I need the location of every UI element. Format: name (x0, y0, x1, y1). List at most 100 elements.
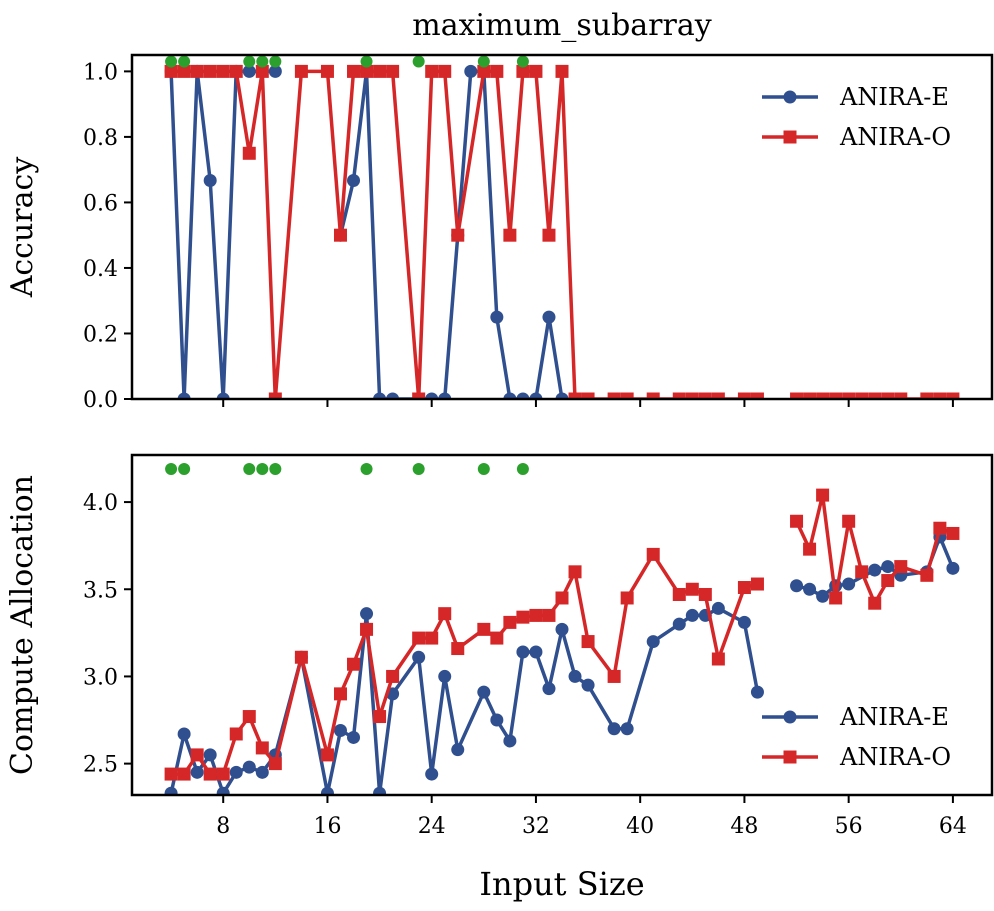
point-ANIRA-O (646, 392, 660, 399)
x-tick-label: 8 (216, 814, 230, 839)
point-ANIRA-O (242, 710, 256, 724)
point-ANIRA-O (268, 392, 282, 399)
highlight-dot (477, 55, 490, 68)
point-ANIRA-E (646, 635, 660, 649)
point-ANIRA-O (711, 392, 725, 399)
highlight-dot (360, 462, 373, 475)
point-ANIRA-O (803, 392, 817, 399)
point-ANIRA-E (438, 392, 452, 399)
point-ANIRA-E (529, 645, 543, 659)
point-ANIRA-E (438, 669, 452, 683)
point-ANIRA-O (881, 574, 895, 588)
y-tick-label: 1.0 (83, 60, 118, 85)
series-line-ANIRA-O (171, 69, 953, 399)
point-ANIRA-O (672, 392, 686, 399)
point-ANIRA-O (607, 392, 621, 399)
point-ANIRA-E (620, 722, 634, 736)
point-ANIRA-E (451, 743, 465, 757)
point-ANIRA-O (360, 622, 374, 636)
x-tick-label: 64 (939, 814, 967, 839)
point-ANIRA-E (216, 786, 230, 795)
point-ANIRA-O (177, 64, 191, 78)
legend-label: ANIRA-O (839, 743, 951, 771)
point-ANIRA-E (477, 685, 491, 699)
x-tick-label: 24 (418, 814, 446, 839)
chart-title: maximum_subarray (412, 8, 711, 43)
series-line-ANIRA-E (169, 535, 955, 795)
point-ANIRA-O (737, 581, 751, 595)
point-ANIRA-O (842, 514, 856, 528)
y-tick-label: 0.4 (83, 257, 118, 282)
highlight-dot (243, 462, 256, 475)
point-ANIRA-E (255, 765, 269, 779)
point-ANIRA-E (177, 727, 191, 741)
point-ANIRA-E (946, 561, 960, 575)
point-ANIRA-E (790, 579, 804, 593)
point-ANIRA-E (164, 786, 178, 795)
y-tick-label: 0.0 (83, 388, 118, 413)
point-ANIRA-E (373, 392, 387, 399)
point-ANIRA-O (412, 631, 426, 645)
point-ANIRA-O (933, 521, 947, 535)
point-ANIRA-O (646, 547, 660, 561)
x-tick-label: 48 (730, 814, 758, 839)
point-ANIRA-O (242, 146, 256, 160)
legend-marker-ANIRA-E (783, 710, 797, 724)
point-ANIRA-O (790, 514, 804, 528)
series-line-ANIRA-E (169, 69, 564, 399)
point-ANIRA-O (164, 767, 178, 781)
point-ANIRA-O (516, 64, 530, 78)
point-ANIRA-E (750, 685, 764, 699)
point-ANIRA-E (555, 622, 569, 636)
point-ANIRA-O (790, 392, 804, 399)
point-ANIRA-O (490, 631, 504, 645)
point-ANIRA-O (347, 657, 361, 671)
point-ANIRA-O (542, 228, 556, 242)
point-ANIRA-E (360, 607, 374, 621)
point-ANIRA-E (425, 392, 439, 399)
point-ANIRA-O (386, 669, 400, 683)
highlight-dot (178, 462, 191, 475)
point-ANIRA-O (229, 727, 243, 741)
point-ANIRA-O (868, 392, 882, 399)
chart-panels: 0.0 0.2 0.4 0.6 0.8 1.0 Accuracy ANIRA-E ANIRA-O… (5, 53, 994, 839)
point-ANIRA-E (333, 723, 347, 737)
plot-area (164, 462, 960, 795)
point-ANIRA-E (881, 560, 895, 574)
point-ANIRA-O (190, 64, 204, 78)
point-ANIRA-O (333, 228, 347, 242)
point-ANIRA-E (203, 748, 217, 762)
highlight-dot (412, 462, 425, 475)
point-ANIRA-O (581, 392, 595, 399)
point-ANIRA-O (750, 392, 764, 399)
point-ANIRA-O (803, 542, 817, 556)
legend-marker-ANIRA-O (783, 130, 797, 144)
point-ANIRA-E (803, 582, 817, 596)
point-ANIRA-O (438, 64, 452, 78)
point-ANIRA-E (685, 608, 699, 622)
point-ANIRA-O (620, 591, 634, 605)
highlight-dot (269, 462, 282, 475)
point-ANIRA-O (881, 392, 895, 399)
y-tick-label: 3.5 (83, 578, 118, 603)
point-ANIRA-E (412, 650, 426, 664)
point-ANIRA-O (698, 587, 712, 601)
point-ANIRA-E (347, 173, 361, 187)
point-ANIRA-O (203, 767, 217, 781)
point-ANIRA-O (477, 64, 491, 78)
point-ANIRA-E (672, 617, 686, 631)
point-ANIRA-E (373, 786, 387, 795)
point-ANIRA-E (842, 577, 856, 591)
point-ANIRA-O (829, 591, 843, 605)
x-tick-label: 32 (522, 814, 550, 839)
point-ANIRA-O (255, 741, 269, 755)
point-ANIRA-E (555, 392, 569, 399)
highlight-dot (516, 55, 529, 68)
point-ANIRA-E (242, 760, 256, 774)
legend-marker-ANIRA-O (783, 750, 797, 764)
point-ANIRA-E (464, 64, 478, 78)
point-ANIRA-E (177, 392, 191, 399)
point-ANIRA-O (894, 560, 908, 574)
point-ANIRA-O (255, 64, 269, 78)
point-ANIRA-O (620, 392, 634, 399)
